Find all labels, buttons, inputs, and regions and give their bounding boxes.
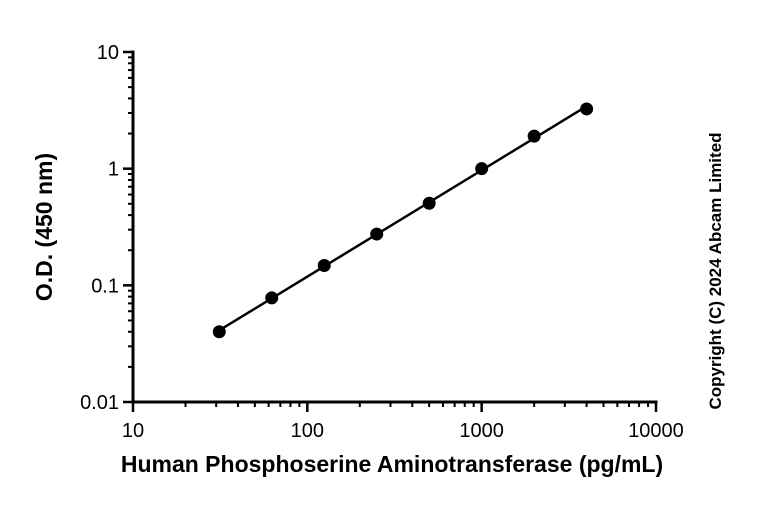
x-ticks: 10 100 1000 10000 — [122, 402, 684, 442]
data-point — [317, 258, 331, 272]
y-tick-label: 1 — [108, 159, 119, 181]
fit-line — [218, 105, 588, 332]
y-tick-label: 10 — [97, 42, 119, 64]
y-axis-title: O.D. (450 nm) — [31, 153, 57, 301]
data-point — [370, 227, 384, 241]
x-tick-label: 10 — [122, 420, 144, 442]
x-tick-label: 10000 — [628, 420, 684, 442]
data-point — [422, 196, 436, 210]
x-tick-label: 1000 — [459, 420, 504, 442]
y-tick-label: 0.01 — [80, 392, 119, 414]
y-ticks: 0.01 0.1 1 10 — [80, 42, 133, 414]
data-point — [265, 291, 279, 305]
axes: 0.01 0.1 1 10 10 100 1000 10000 — [80, 42, 684, 442]
data-point — [212, 325, 226, 339]
copyright-notice: Copyright (C) 2024 Abcam Limited — [706, 132, 725, 409]
data-point — [475, 162, 489, 176]
data-point — [527, 129, 541, 143]
x-tick-label: 100 — [291, 420, 324, 442]
y-tick-label: 0.1 — [91, 275, 119, 297]
series-layer — [212, 102, 594, 339]
data-point — [580, 102, 594, 116]
x-axis-title: Human Phosphoserine Aminotransferase (pg… — [121, 451, 663, 477]
